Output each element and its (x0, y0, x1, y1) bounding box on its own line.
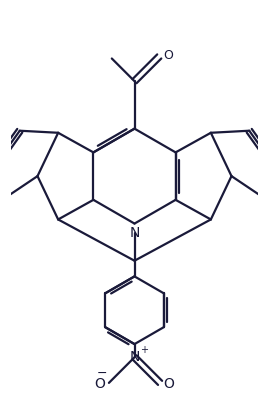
Text: −: − (96, 367, 107, 380)
Text: O: O (163, 49, 173, 62)
Text: O: O (95, 377, 106, 391)
Text: N: N (129, 226, 140, 240)
Text: +: + (140, 345, 148, 355)
Text: N: N (129, 350, 140, 364)
Text: O: O (163, 377, 174, 391)
